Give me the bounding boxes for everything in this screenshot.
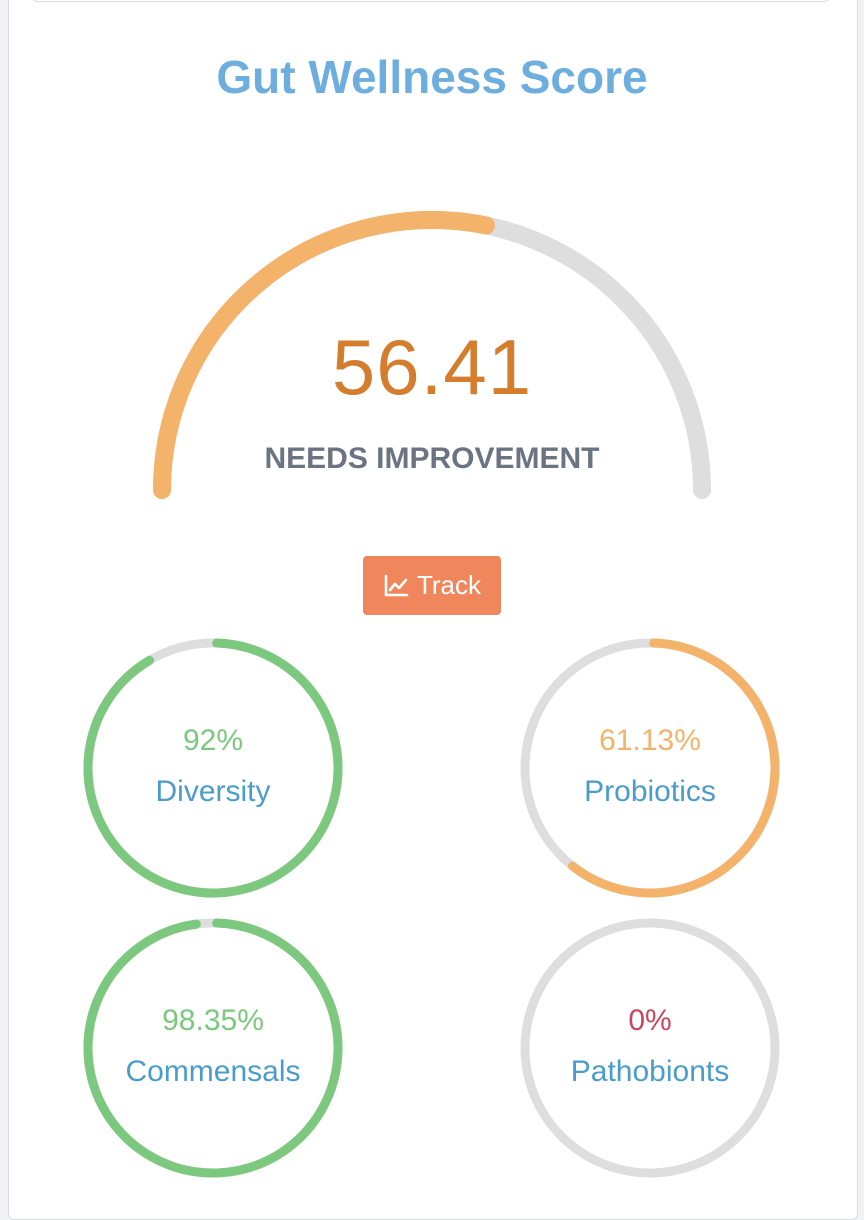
pathobionts-value: 0% bbox=[628, 1004, 672, 1037]
score-value: 56.41 bbox=[331, 323, 533, 411]
probiotics-ring-fill bbox=[567, 638, 780, 898]
score-gauge bbox=[153, 211, 711, 499]
previous-card-edge bbox=[30, 0, 832, 2]
metric-diversity: 92% Diversity bbox=[83, 638, 343, 898]
gauge-fill bbox=[153, 211, 496, 499]
line-chart-icon bbox=[384, 574, 409, 596]
commensals-label: Commensals bbox=[125, 1055, 301, 1088]
metric-commensals: 98.35% Commensals bbox=[83, 918, 343, 1178]
pathobionts-label: Pathobionts bbox=[570, 1055, 730, 1088]
metric-probiotics: 61.13% Probiotics bbox=[520, 638, 780, 898]
page-title: Gut Wellness Score bbox=[216, 51, 648, 103]
pathobionts-ring-track bbox=[520, 918, 780, 1178]
probiotics-label: Probiotics bbox=[584, 775, 716, 808]
track-button[interactable]: Track bbox=[363, 556, 501, 615]
score-status: NEEDS IMPROVEMENT bbox=[264, 442, 600, 475]
probiotics-value: 61.13% bbox=[599, 724, 701, 757]
commensals-ring-fill bbox=[83, 918, 343, 1178]
diversity-label: Diversity bbox=[155, 775, 271, 808]
track-button-label: Track bbox=[416, 570, 482, 600]
commensals-value: 98.35% bbox=[162, 1004, 264, 1037]
metric-pathobionts: 0% Pathobionts bbox=[520, 918, 780, 1178]
diversity-value: 92% bbox=[182, 724, 244, 757]
diversity-ring-fill bbox=[83, 638, 343, 898]
